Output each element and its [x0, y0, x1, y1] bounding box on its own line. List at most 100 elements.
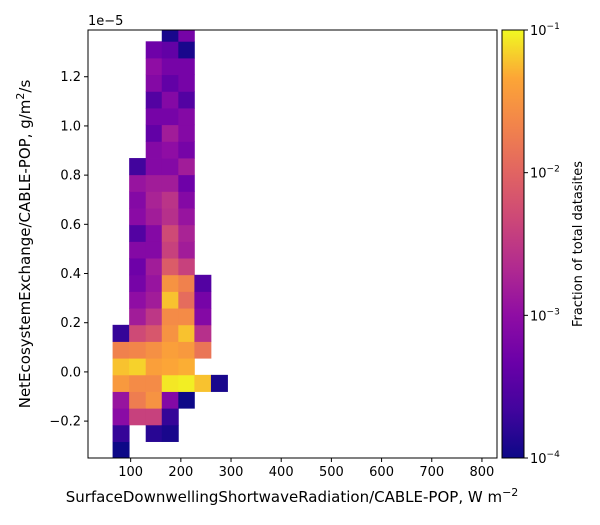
- heatmap-cell: [112, 391, 130, 409]
- x-tick-label: 800: [470, 465, 495, 480]
- heatmap-cell: [145, 41, 163, 59]
- colorbar-tick-label: 10−1: [530, 22, 560, 39]
- heatmap-cell: [161, 191, 179, 209]
- y-tick-label: 0.2: [60, 316, 81, 331]
- heatmap-cell: [161, 158, 179, 176]
- heatmap-cell: [145, 274, 163, 292]
- heatmap-cell: [129, 241, 147, 259]
- colorbar-tick-label: 10−3: [530, 307, 560, 324]
- heatmap-cell: [178, 174, 195, 192]
- heatmap-cell: [129, 191, 147, 209]
- heatmap-cell: [145, 258, 163, 276]
- heatmap-cell: [145, 108, 163, 126]
- heatmap-cell: [178, 258, 195, 276]
- heatmap-cell: [129, 324, 147, 342]
- heatmap-cell: [161, 391, 179, 409]
- heatmap-cell: [178, 91, 195, 109]
- heatmap-cell: [145, 208, 163, 226]
- heatmap-cell: [178, 41, 195, 59]
- heatmap-cell: [161, 141, 179, 159]
- heatmap-cell: [161, 241, 179, 259]
- heatmap-cell: [112, 441, 130, 459]
- heatmap-cell: [161, 224, 179, 242]
- heatmap-cell: [145, 191, 163, 209]
- heatmap-cell: [161, 124, 179, 142]
- heatmap-cell: [178, 308, 195, 326]
- x-tick-label: 700: [419, 465, 444, 480]
- heatmap-cell: [178, 291, 195, 309]
- colorbar-ticks: 10−4 10−3 10−2 10−1: [524, 22, 560, 467]
- heatmap-cell: [178, 124, 195, 142]
- heatmap-cell: [112, 358, 130, 376]
- heatmap-cell: [178, 374, 195, 392]
- x-axis-ticks: 100 200 300 400 500 600 700 800: [118, 458, 494, 480]
- heatmap-cells: [112, 30, 228, 459]
- heatmap-cell: [129, 291, 147, 309]
- heatmap-cell: [145, 424, 163, 442]
- heatmap-cell: [145, 241, 163, 259]
- heatmap-cell: [161, 41, 179, 59]
- x-tick-label: 200: [168, 465, 193, 480]
- heatmap-cell: [145, 141, 163, 159]
- heatmap-cell: [145, 341, 163, 359]
- heatmap-cell: [178, 191, 195, 209]
- heatmap-cell: [194, 341, 212, 359]
- heatmap-cell: [178, 108, 195, 126]
- heatmap-cell: [129, 274, 147, 292]
- heatmap-cell: [129, 158, 147, 176]
- heatmap-cell: [178, 74, 195, 92]
- heatmap-cell: [161, 258, 179, 276]
- y-tick-label: 0.4: [60, 267, 81, 282]
- heatmap-cell: [112, 341, 130, 359]
- heatmap-cell: [145, 174, 163, 192]
- x-tick-label: 100: [118, 465, 143, 480]
- heatmap-cell: [178, 391, 195, 409]
- y-tick-label: 0.6: [60, 218, 81, 233]
- heatmap-cell: [145, 57, 163, 76]
- heatmap-cell: [129, 308, 147, 326]
- heatmap-cell: [210, 374, 228, 392]
- heatmap-cell: [161, 308, 179, 326]
- colorbar-label: Fraction of total datasites: [571, 161, 586, 327]
- heatmap-cell: [145, 124, 163, 142]
- heatmap-cell: [145, 291, 163, 309]
- heatmap-cell: [161, 341, 179, 359]
- heatmap-cell: [161, 291, 179, 309]
- heatmap-cell: [129, 408, 147, 426]
- plot-frame: [87, 29, 498, 459]
- colorbar-tick-label: 10−2: [530, 165, 560, 182]
- y-tick-label: 1.2: [60, 70, 81, 85]
- heatmap-cell: [178, 224, 195, 242]
- heatmap-cell: [129, 208, 147, 226]
- heatmap-cell: [194, 274, 212, 292]
- heatmap-cell: [129, 258, 147, 276]
- heatmap-cell: [145, 158, 163, 176]
- colorbar: [501, 29, 525, 459]
- y-offset-text: 1e−5: [88, 14, 123, 29]
- x-tick-label: 600: [369, 465, 394, 480]
- x-tick-label: 500: [319, 465, 344, 480]
- y-tick-label: −0.2: [49, 415, 81, 430]
- heatmap-cell: [178, 358, 195, 376]
- heatmap-cell: [194, 374, 212, 392]
- heatmap-cell: [112, 424, 130, 442]
- heatmap-cell: [161, 424, 179, 442]
- heatmap-cell: [129, 341, 147, 359]
- heatmap-cell: [112, 374, 130, 392]
- heatmap-cell: [161, 324, 179, 342]
- heatmap-cell: [161, 374, 179, 392]
- heatmap-cell: [194, 291, 212, 309]
- heatmap-cell: [161, 57, 179, 76]
- heatmap-cell: [161, 174, 179, 192]
- heatmap-cell: [145, 74, 163, 92]
- heatmap-cell: [145, 408, 163, 426]
- heatmap-cell: [129, 391, 147, 409]
- y-tick-label: 0.0: [60, 365, 81, 380]
- heatmap-cell: [178, 274, 195, 292]
- heatmap-cell: [178, 57, 195, 76]
- heatmap-cell: [194, 324, 212, 342]
- heatmap-cell: [145, 91, 163, 109]
- y-axis-label-exponent: 2: [14, 93, 27, 100]
- heatmap-cell: [145, 391, 163, 409]
- x-axis-label: SurfaceDownwellingShortwaveRadiation/CAB…: [66, 486, 519, 506]
